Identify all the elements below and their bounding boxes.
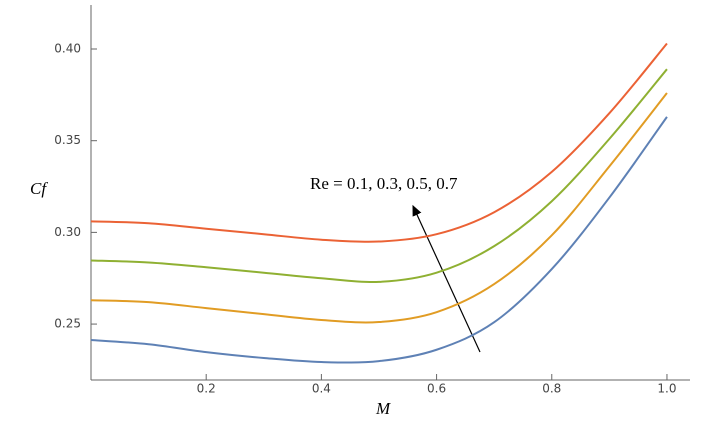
x-tick-label: 1.0 xyxy=(657,382,676,396)
series-line xyxy=(90,92,668,324)
y-axis-label: Cf xyxy=(30,179,48,198)
x-tick-label: 0.4 xyxy=(312,382,331,396)
series-line xyxy=(90,116,668,364)
x-tick-label: 0.6 xyxy=(427,382,446,396)
x-tick-label: 0.2 xyxy=(197,382,216,396)
x-axis-label: M xyxy=(375,399,391,418)
y-tick-label: 0.35 xyxy=(54,133,81,147)
y-tick-label: 0.25 xyxy=(54,317,81,331)
y-tick-label: 0.40 xyxy=(54,42,81,56)
annotation-arrow xyxy=(412,204,481,353)
series-line xyxy=(90,42,668,243)
x-tick-label: 0.8 xyxy=(542,382,561,396)
annotation: Re = 0.1, 0.3, 0.5, 0.7 xyxy=(310,174,458,193)
y-tick-label: 0.30 xyxy=(54,225,81,239)
series-line xyxy=(90,68,668,284)
